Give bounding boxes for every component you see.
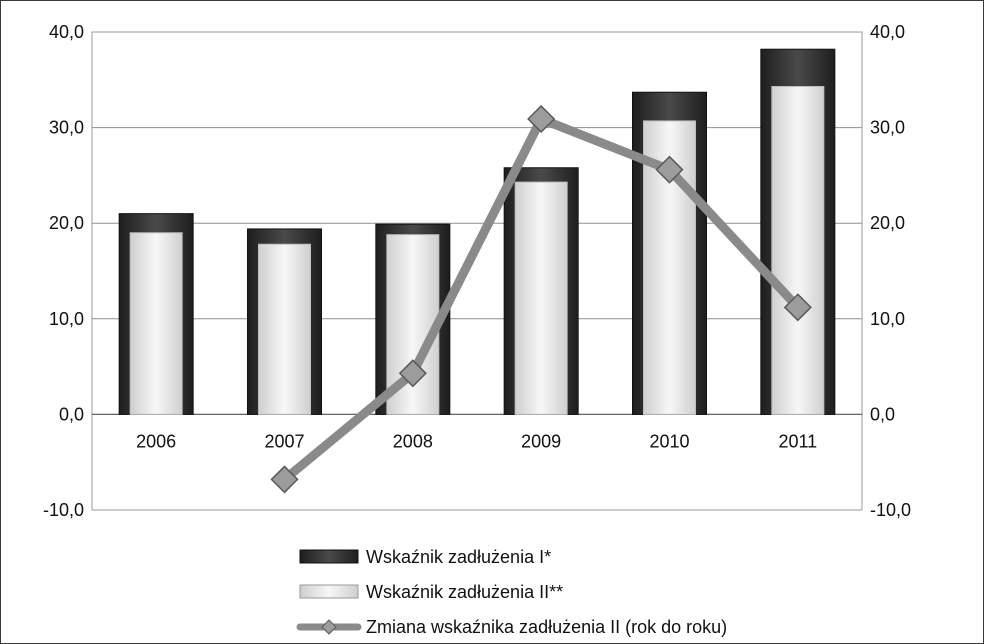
legend-swatch-wskaznik-I [299,549,359,564]
x-tick-label: 2006 [136,431,176,451]
y-tick-label-right: 40,0 [870,22,905,42]
line-marker [655,155,684,184]
y-tick-label-right: 10,0 [870,309,905,329]
gridlines [92,127,862,415]
legend-label-wskaznik-I: Wskaźnik zadłużenia I* [366,547,551,567]
line-marker [270,465,299,494]
y-tick-label-left: 10,0 [49,309,84,329]
legend-label-zmiana: Zmiana wskaźnika zadłużenia II (rok do r… [366,617,727,637]
bar-wskaznik-II [514,181,568,415]
y-tick-label-right: 0,0 [870,404,895,424]
x-tick-label: 2008 [393,431,433,451]
plot-area [91,31,863,511]
x-tick-label: 2009 [521,431,561,451]
axis-labels: 40,0 30,0 20,0 10,0 0,0 -10,0 40,0 30,0 20,0 10,0… [43,22,911,520]
bar-layer [118,48,836,415]
x-tick-label: 2010 [649,431,689,451]
legend-marker-zmiana [321,619,337,635]
y-tick-label-right: 20,0 [870,213,905,233]
y-tick-label-right: 30,0 [870,118,905,138]
y-tick-label-left: 0,0 [59,404,84,424]
line-marker [783,293,812,322]
y-tick-label-left: 30,0 [49,118,84,138]
line-layer [270,104,812,494]
line-marker [398,359,427,388]
y-tick-label-left: 20,0 [49,213,84,233]
legend-label-wskaznik-II: Wskaźnik zadłużenia II** [366,582,563,602]
y-tick-label-left: 40,0 [49,22,84,42]
bar-wskaznik-II [129,232,183,415]
x-tick-label: 2007 [264,431,304,451]
y-tick-label-right: -10,0 [870,500,911,520]
legend-swatch-wskaznik-II [299,584,359,599]
bar-wskaznik-II [258,243,311,415]
bar-wskaznik-II [771,85,825,415]
legend: Wskaźnik zadłużenia I* Wskaźnik zadłużeni… [296,547,727,637]
line-marker [527,104,556,134]
y-tick-label-left: -10,0 [43,500,84,520]
x-tick-label: 2011 [778,431,817,451]
